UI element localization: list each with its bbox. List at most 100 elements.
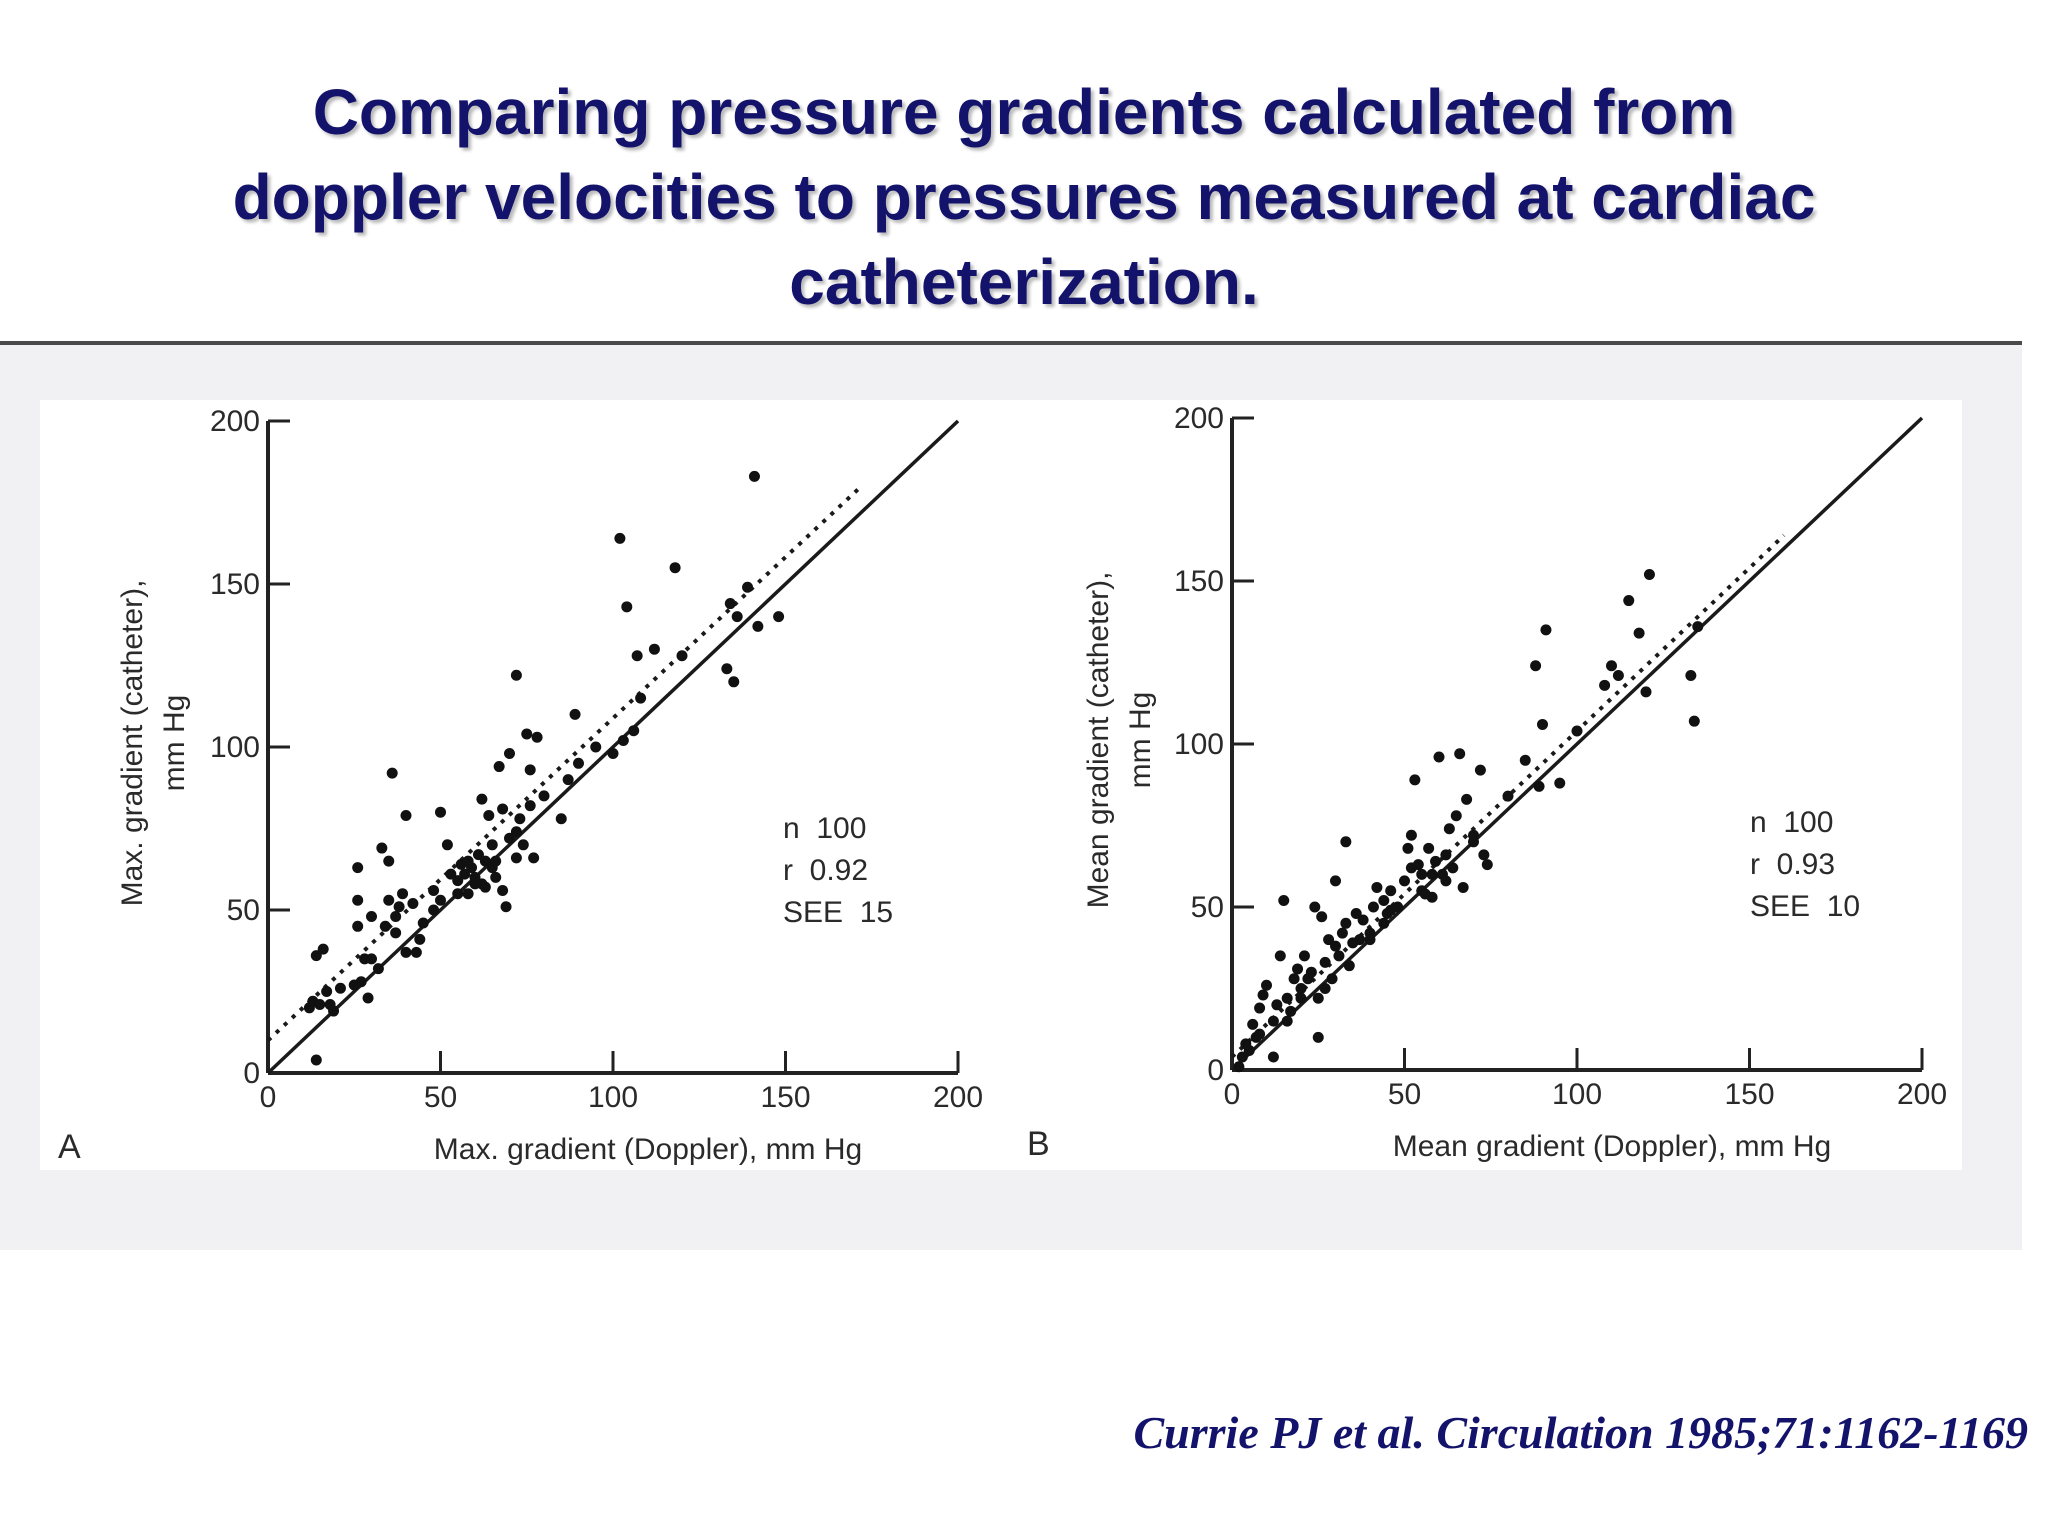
chart-b-data-point <box>1571 725 1583 737</box>
chart-a-data-point <box>483 809 495 821</box>
chart-a-data-point <box>428 904 440 916</box>
chart-a-y-tick-label: 100 <box>210 731 260 764</box>
chart-a-data-point <box>521 728 533 740</box>
chart-b-data-point <box>1295 992 1307 1004</box>
chart-a-data-point <box>352 894 364 906</box>
chart-a-data-point <box>510 826 522 838</box>
chart-a-data-point <box>383 894 395 906</box>
chart-b-data-point <box>1267 1015 1279 1027</box>
chart-a-data-point <box>728 676 740 688</box>
chart-b-stat: SEE 10 <box>1750 890 1860 923</box>
chart-a: 0 50 100 150 200 0 50 100 150 200 Max. gradient (D… <box>58 405 983 1166</box>
chart-b-y-tick-label: 0 <box>1207 1054 1224 1087</box>
chart-b-data-point <box>1416 868 1428 880</box>
chart-a-data-point <box>517 839 529 851</box>
chart-b-data-point <box>1326 973 1338 985</box>
chart-b-data-point <box>1481 859 1493 871</box>
chart-b-data-point <box>1292 963 1304 975</box>
chart-b-data-point <box>1440 875 1452 887</box>
chart-b-data-point <box>1450 810 1462 822</box>
chart-a-data-point <box>555 813 567 825</box>
chart-b-data-point <box>1271 999 1283 1011</box>
chart-b-data-point <box>1267 1051 1279 1063</box>
chart-a-data-point <box>524 764 536 776</box>
chart-b-x-tick-label: 0 <box>1224 1078 1241 1111</box>
chart-b: 0 50 100 150 200 0 50 100 150 200 Mean gradient (D… <box>1027 402 1947 1163</box>
chart-a-x-tick-label: 0 <box>260 1081 277 1114</box>
chart-a-data-point <box>635 692 647 704</box>
chart-a-data-point <box>676 650 688 662</box>
title-line-1: Comparing pressure gradients calculated … <box>312 76 1736 148</box>
chart-b-data-point <box>1343 960 1355 972</box>
chart-a-data-point <box>383 855 395 867</box>
chart-a-x-tick-label: 200 <box>933 1081 983 1114</box>
chart-a-data-point <box>731 611 743 623</box>
chart-a-data-point <box>510 852 522 864</box>
chart-a-data-point <box>321 986 333 997</box>
chart-a-data-point <box>493 761 505 773</box>
chart-b-data-point <box>1298 950 1310 962</box>
chart-b-data-point <box>1254 1002 1266 1014</box>
chart-b-data-point <box>1312 1031 1324 1043</box>
chart-a-data-point <box>490 871 502 883</box>
chart-a-data-point <box>504 748 515 760</box>
chart-a-data-point <box>372 963 384 975</box>
chart-a-data-point <box>366 911 377 923</box>
chart-a-data-point <box>614 532 626 544</box>
chart-a-data-point <box>617 734 629 746</box>
chart-a-data-point <box>314 999 326 1011</box>
chart-a-data-point <box>334 982 346 994</box>
chart-b-points <box>1233 568 1704 1073</box>
chart-a-data-point <box>490 855 502 867</box>
chart-a-panel-label: A <box>58 1128 81 1166</box>
chart-a-data-point <box>407 897 419 909</box>
chart-a-data-point <box>621 601 633 613</box>
chart-a-x-tick-label: 150 <box>760 1081 810 1114</box>
chart-b-y-label-line: mm Hg <box>1124 692 1157 789</box>
chart-a-data-point <box>514 813 526 825</box>
chart-b-data-point <box>1281 992 1293 1004</box>
chart-b-data-point <box>1468 829 1479 841</box>
chart-a-data-point <box>393 901 405 913</box>
chart-b-data-point <box>1333 950 1345 962</box>
chart-b-data-point <box>1236 1051 1248 1063</box>
chart-b-data-point <box>1426 868 1438 880</box>
chart-b-data-point <box>1623 595 1635 607</box>
figure-panel <box>40 400 1962 1170</box>
chart-a-y-tick-label: 200 <box>210 405 260 438</box>
chart-a-data-point <box>504 832 515 844</box>
chart-b-data-point <box>1281 1015 1293 1027</box>
chart-a-data-point <box>607 748 619 760</box>
chart-b-data-point <box>1330 875 1341 887</box>
chart-a-data-point <box>441 839 453 851</box>
chart-a-data-point <box>352 920 364 932</box>
chart-b-data-point <box>1519 754 1531 766</box>
chart-b-data-point <box>1447 862 1459 874</box>
chart-b-data-point <box>1478 849 1490 861</box>
chart-b-y-tick-label: 200 <box>1174 402 1224 435</box>
chart-a-data-point <box>569 708 581 720</box>
chart-b-data-point <box>1305 966 1317 978</box>
title-line-3: catheterization. <box>789 246 1259 318</box>
chart-b-data-point <box>1257 989 1269 1001</box>
chart-a-data-point <box>497 803 509 815</box>
chart-a-data-point <box>669 562 681 574</box>
chart-a-labels: 0 50 100 150 200 0 50 100 150 200 Max. gradient (D… <box>58 405 983 1166</box>
chart-b-data-point <box>1312 992 1324 1004</box>
chart-b-data-point <box>1443 823 1455 835</box>
chart-b-data-point <box>1454 748 1466 760</box>
chart-b-data-point <box>1399 875 1410 887</box>
chart-b-stat: n 100 <box>1750 806 1833 839</box>
chart-a-stat: r 0.92 <box>783 854 868 887</box>
chart-b-data-point <box>1364 934 1376 946</box>
chart-a-regression-line <box>266 484 863 1042</box>
chart-a-data-point <box>362 992 374 1004</box>
chart-b-data-point <box>1367 901 1379 913</box>
chart-a-data-point <box>500 901 512 913</box>
chart-b-data-point <box>1640 686 1652 698</box>
chart-b-data-point <box>1336 927 1348 939</box>
chart-b-labels: 0 50 100 150 200 0 50 100 150 200 Mean gradient (D… <box>1027 402 1947 1163</box>
chart-b-y-label-line: Mean gradient (catheter), <box>1082 572 1115 909</box>
chart-b-data-point <box>1330 940 1341 952</box>
